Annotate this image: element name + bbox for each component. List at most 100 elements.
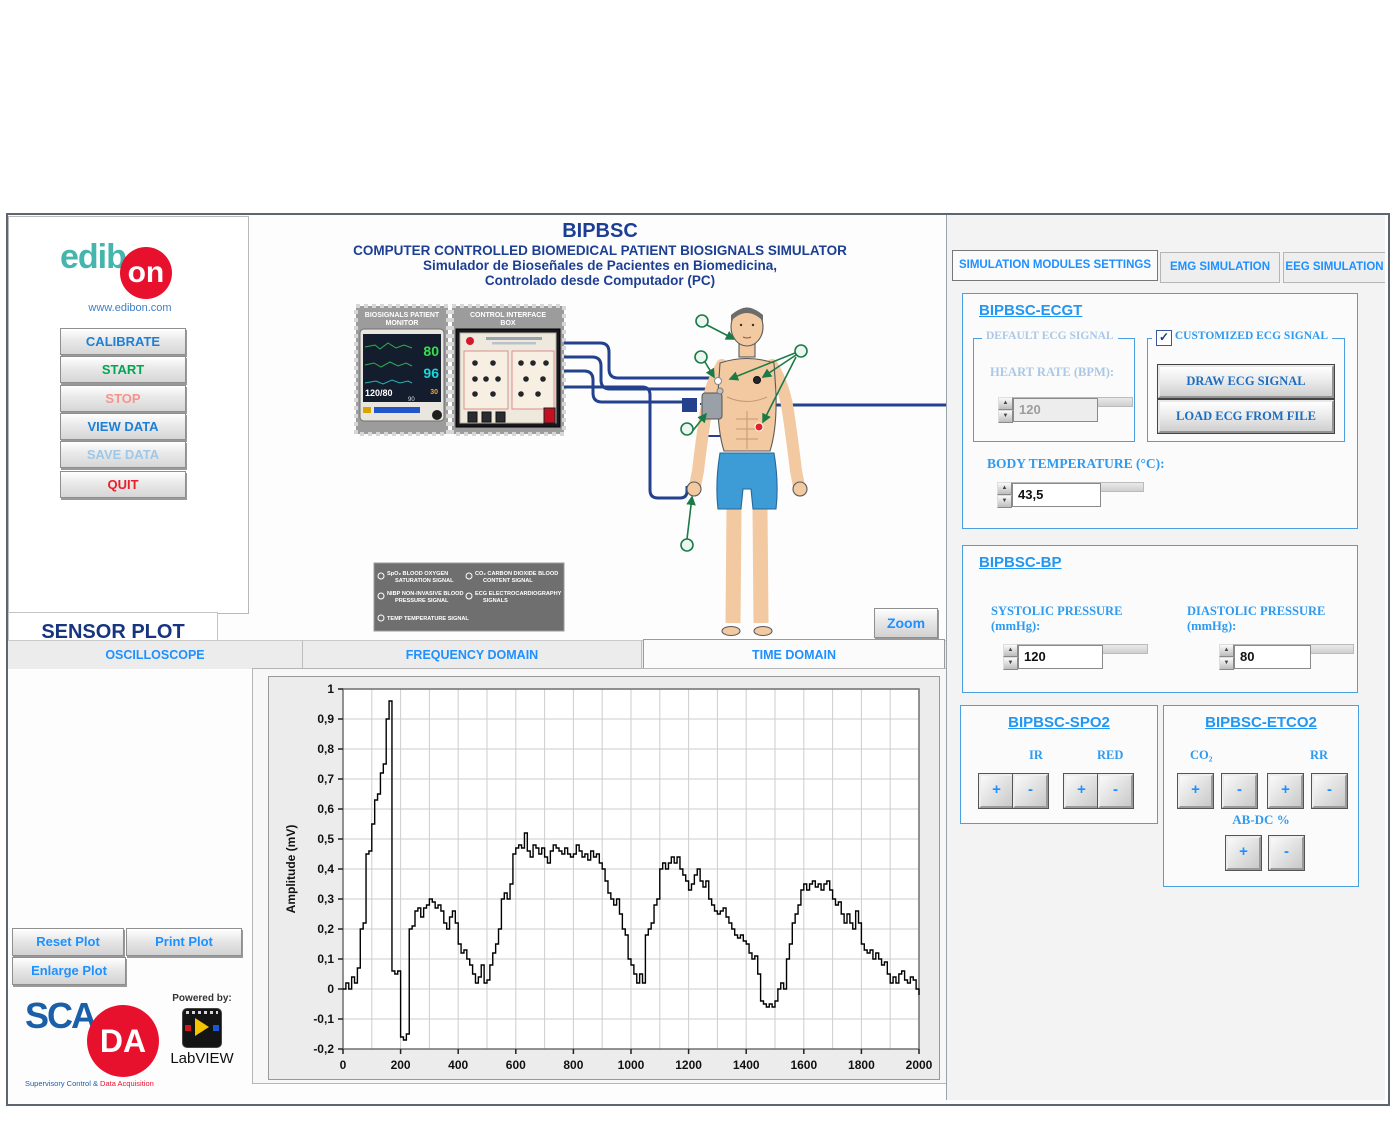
body-temperature-field[interactable]: 43,5 [1012, 483, 1101, 507]
control-interface-box-image: CONTROL INTERFACE BOX [450, 304, 566, 436]
body-temperature-label: BODY TEMPERATURE (°C): [987, 456, 1165, 471]
heart-rate-spinner: ▲ ▼ 120 [998, 397, 1133, 423]
svg-text:0,5: 0,5 [317, 832, 334, 846]
calibrate-button[interactable]: CALIBRATE [60, 328, 186, 355]
svg-text:CONTROL INTERFACE: CONTROL INTERFACE [470, 312, 546, 319]
enlarge-plot-button[interactable]: Enlarge Plot [12, 957, 126, 985]
svg-text:1: 1 [327, 682, 334, 696]
abdc-plus-button[interactable]: + [1225, 835, 1262, 871]
edibon-logo: edibon [60, 238, 200, 300]
patient-monitor-image: BIOSIGNALS PATIENT MONITOR 80 96 120/80 … [354, 304, 450, 436]
powered-by-label: Powered by: [172, 993, 232, 1004]
systolic-spinner: ▲ ▼ 120 [1003, 644, 1148, 670]
svg-text:TEMP TEMPERATURE SIGNAL: TEMP TEMPERATURE SIGNAL [387, 616, 469, 622]
svg-text:Time (ms): Time (ms) [603, 1078, 659, 1079]
rr-plus-button[interactable]: + [1267, 773, 1304, 809]
tab-frequency-domain[interactable]: FREQUENCY DOMAIN [303, 641, 642, 669]
cable-connector [682, 398, 697, 412]
body-temperature-spin-arrows[interactable]: ▲ ▼ [997, 482, 1012, 508]
bipbsc-ecgt-panel: BIPBSC-ECGT DEFAULT ECG SIGNAL HEART RAT… [962, 293, 1358, 529]
svg-text:0,4: 0,4 [317, 862, 334, 876]
time-domain-chart: 1 0,9 0,8 0,7 0,6 0,5 0,4 0,3 0,2 0,1 0 -0,1 -0,2 0 20… [268, 676, 940, 1092]
red-label: RED [1097, 748, 1124, 762]
tab-emg-simulation[interactable]: EMG SIMULATION [1160, 252, 1280, 283]
svg-text:PRESSURE SIGNAL: PRESSURE SIGNAL [395, 598, 449, 604]
svg-text:SIGNALS: SIGNALS [483, 598, 508, 604]
tab-oscilloscope[interactable]: OSCILLOSCOPE [8, 641, 303, 669]
page-subtitle-es1: Simulador de Bioseñales de Pacientes en … [422, 258, 778, 273]
svg-text:CONTENT SIGNAL: CONTENT SIGNAL [483, 578, 533, 584]
svg-text:1200: 1200 [675, 1058, 702, 1072]
diastolic-field[interactable]: 80 [1234, 645, 1311, 669]
heart-rate-spin-arrows[interactable]: ▲ ▼ [998, 397, 1013, 423]
svg-text:1600: 1600 [790, 1058, 817, 1072]
co2-plus-button[interactable]: + [1177, 773, 1214, 809]
co2-label: CO₂ [1190, 748, 1213, 762]
svg-text:NIBP NON-INVASIVE BLOOD: NIBP NON-INVASIVE BLOOD [387, 591, 464, 597]
tab-eeg-simulation[interactable]: EEG SIMULATION [1283, 252, 1385, 283]
customized-ecg-group-label: ✓ CUSTOMIZED ECG SIGNAL [1152, 330, 1333, 346]
svg-text:0,3: 0,3 [317, 892, 334, 906]
edibon-logo-circle: on [119, 247, 172, 299]
monitor-hr-value: 80 [423, 343, 439, 359]
diastolic-spin-arrows[interactable]: ▲ ▼ [1219, 644, 1234, 670]
view-data-button[interactable]: VIEW DATA [60, 413, 186, 440]
abdc-minus-button[interactable]: - [1268, 835, 1305, 871]
default-ecg-group-label: DEFAULT ECG SIGNAL [982, 330, 1118, 342]
start-button[interactable]: START [60, 356, 186, 383]
bipbsc-etco2-panel: BIPBSC-ETCO2 CO₂ RR + - + - AB-DC % + - [1163, 705, 1359, 887]
signal-legend: SpO₂ BLOOD OXYGEN SATURATION SIGNAL NIBP… [373, 562, 565, 632]
svg-text:-0,2: -0,2 [313, 1042, 334, 1056]
ir-label: IR [1029, 748, 1043, 762]
rr-minus-button[interactable]: - [1311, 773, 1348, 809]
abdc-label: AB-DC % [1232, 812, 1290, 827]
co2-minus-button[interactable]: - [1221, 773, 1258, 809]
patient-diagram: BIOSIGNALS PATIENT MONITOR 80 96 120/80 … [354, 304, 948, 637]
body-sensors [701, 376, 764, 432]
load-ecg-from-file-button[interactable]: LOAD ECG FROM FILE [1157, 399, 1335, 434]
ir-plus-button[interactable]: + [978, 773, 1015, 809]
monitor-spo2-value: 96 [423, 365, 439, 381]
svg-text:MONITOR: MONITOR [386, 320, 419, 327]
svg-text:1000: 1000 [618, 1058, 645, 1072]
svg-text:0,1: 0,1 [317, 952, 334, 966]
tab-time-domain[interactable]: TIME DOMAIN [643, 639, 945, 670]
svg-text:0,6: 0,6 [317, 802, 334, 816]
page-subtitle-es2: Controlado desde Computador (PC) [484, 273, 716, 288]
print-plot-button[interactable]: Print Plot [126, 928, 242, 956]
svg-text:SpO₂ BLOOD OXYGEN: SpO₂ BLOOD OXYGEN [387, 571, 448, 577]
heart-rate-field[interactable]: 120 [1013, 398, 1098, 422]
heart-rate-label: HEART RATE (BPM): [990, 365, 1115, 379]
customized-ecg-checkbox[interactable]: ✓ [1156, 330, 1172, 346]
quit-button[interactable]: QUIT [60, 471, 186, 498]
svg-text:-0,1: -0,1 [313, 1012, 334, 1026]
save-data-button[interactable]: SAVE DATA [60, 441, 186, 468]
etco2-panel-title: BIPBSC-ETCO2 [1205, 714, 1317, 731]
website-link[interactable]: www.edibon.com [88, 302, 172, 314]
svg-text:2000: 2000 [906, 1058, 933, 1072]
spo2-panel-title: BIPBSC-SPO2 [1008, 714, 1110, 731]
reset-plot-button[interactable]: Reset Plot [12, 928, 124, 956]
draw-ecg-signal-button[interactable]: DRAW ECG SIGNAL [1157, 364, 1335, 399]
svg-text:600: 600 [506, 1058, 526, 1072]
diastolic-spinner: ▲ ▼ 80 [1219, 644, 1354, 670]
red-plus-button[interactable]: + [1063, 773, 1100, 809]
svg-text:ECG ELECTROCARDIOGRAPHY: ECG ELECTROCARDIOGRAPHY [475, 591, 562, 597]
labview-logo: Powered by: LabVIEW [162, 993, 242, 1067]
svg-text:800: 800 [563, 1058, 583, 1072]
stop-button[interactable]: STOP [60, 385, 186, 412]
red-minus-button[interactable]: - [1097, 773, 1134, 809]
scada-logo-text: SCA [25, 995, 97, 1036]
systolic-spin-arrows[interactable]: ▲ ▼ [1003, 644, 1018, 670]
labview-icon [182, 1008, 222, 1048]
ir-minus-button[interactable]: - [1012, 773, 1049, 809]
svg-text:0,9: 0,9 [317, 712, 334, 726]
zoom-button[interactable]: Zoom [874, 608, 938, 638]
svg-text:400: 400 [448, 1058, 468, 1072]
svg-text:CO₂ CARBON DIOXIDE BLOOD: CO₂ CARBON DIOXIDE BLOOD [475, 571, 558, 577]
systolic-field[interactable]: 120 [1018, 645, 1103, 669]
diastolic-pressure-label: DIASTOLIC PRESSURE (mmHg): [1187, 604, 1326, 633]
tab-simulation-modules-settings[interactable]: SIMULATION MODULES SETTINGS [952, 250, 1158, 281]
monitor-nibp-value: 120/80 [365, 388, 393, 398]
